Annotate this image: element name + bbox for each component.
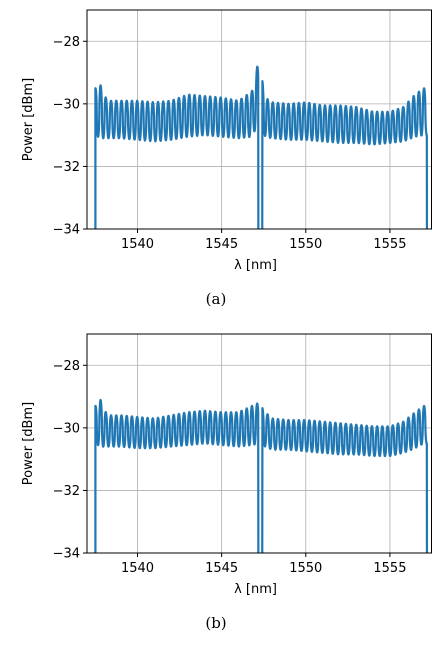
caption-b: (b)	[205, 614, 227, 632]
y-tick-label: −32	[53, 160, 80, 175]
y-tick-label: −34	[53, 223, 80, 238]
x-tick-label: 1540	[121, 561, 154, 576]
y-tick-label: −34	[53, 547, 80, 562]
y-tick-label: −28	[53, 35, 80, 50]
chart-panel-a: 1540 1545 1550 1555 −34 −32 −30 −28 λ [nm] Power …	[21, 9, 432, 308]
x-axis-label: λ [nm]	[234, 258, 277, 273]
y-tick-label: −32	[53, 484, 80, 499]
spectrum-line	[94, 65, 429, 229]
y-axis-label: Power [dBm]	[21, 402, 36, 485]
y-tick-label: −30	[53, 97, 80, 112]
y-tick-label: −30	[53, 421, 80, 436]
x-tick-label: 1555	[373, 561, 406, 576]
x-tick-label: 1545	[205, 237, 238, 252]
y-tick-label: −28	[53, 359, 80, 374]
spectrum-line	[94, 398, 429, 553]
caption-a: (a)	[205, 290, 227, 308]
chart-panel-b: 1540 1545 1550 1555 −34 −32 −30 −28 λ [nm] Power …	[0, 324, 432, 648]
x-axis-label: λ [nm]	[234, 582, 277, 597]
x-tick-label: 1545	[205, 561, 238, 576]
y-axis-label: Power [dBm]	[21, 78, 36, 161]
chart-a: 1540 1545 1550 1555 −34 −32 −30 −28 λ [nm] Power …	[21, 9, 432, 273]
x-tick-label: 1540	[121, 237, 154, 252]
x-tick-label: 1550	[289, 237, 322, 252]
chart-b: 1540 1545 1550 1555 −34 −32 −30 −28 λ [nm] Power …	[21, 333, 432, 597]
x-tick-label: 1555	[373, 237, 406, 252]
x-tick-label: 1550	[289, 561, 322, 576]
